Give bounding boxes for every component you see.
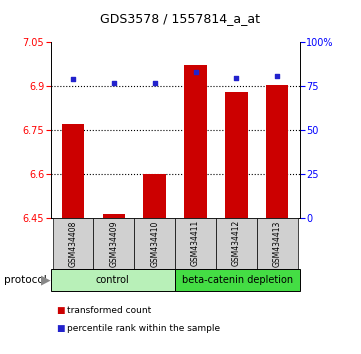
Text: GDS3578 / 1557814_a_at: GDS3578 / 1557814_a_at bbox=[100, 12, 261, 25]
Text: transformed count: transformed count bbox=[67, 306, 151, 315]
Point bbox=[152, 80, 157, 86]
Bar bbox=[53, 218, 93, 269]
Bar bbox=[143, 174, 166, 218]
Text: GSM434411: GSM434411 bbox=[191, 220, 200, 267]
Text: ■: ■ bbox=[56, 306, 65, 315]
Bar bbox=[93, 218, 134, 269]
Text: protocol: protocol bbox=[4, 275, 46, 285]
Point bbox=[111, 80, 117, 86]
Point bbox=[70, 76, 76, 82]
Bar bbox=[257, 218, 297, 269]
Bar bbox=[184, 65, 207, 218]
Text: GSM434408: GSM434408 bbox=[69, 220, 78, 267]
Text: percentile rank within the sample: percentile rank within the sample bbox=[67, 324, 220, 333]
Bar bbox=[216, 218, 257, 269]
Bar bbox=[175, 269, 300, 291]
Bar bbox=[175, 218, 216, 269]
Point bbox=[193, 69, 199, 75]
Text: GSM434410: GSM434410 bbox=[150, 220, 159, 267]
Bar bbox=[266, 85, 288, 218]
Text: ▶: ▶ bbox=[42, 274, 51, 286]
Text: GSM434413: GSM434413 bbox=[273, 220, 282, 267]
Bar bbox=[62, 124, 84, 218]
Text: GSM434409: GSM434409 bbox=[109, 220, 118, 267]
Bar bbox=[103, 214, 125, 218]
Text: ■: ■ bbox=[56, 324, 65, 333]
Text: GSM434412: GSM434412 bbox=[232, 220, 241, 267]
Point bbox=[234, 75, 239, 80]
Bar bbox=[134, 218, 175, 269]
Bar bbox=[225, 92, 248, 218]
Text: beta-catenin depletion: beta-catenin depletion bbox=[182, 275, 293, 285]
Bar bbox=[51, 269, 175, 291]
Point bbox=[274, 73, 280, 79]
Text: control: control bbox=[96, 275, 130, 285]
